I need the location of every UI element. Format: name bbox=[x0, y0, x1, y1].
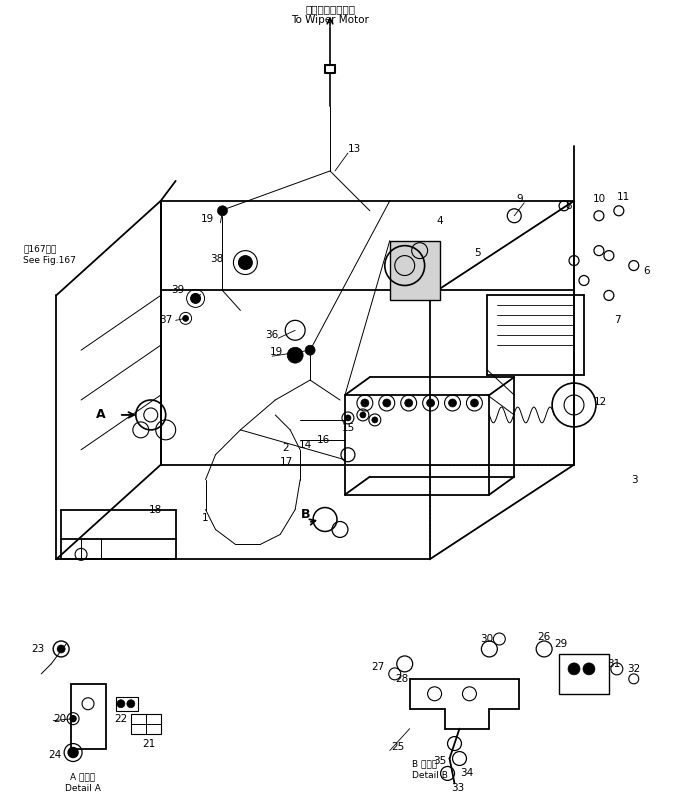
Text: 25: 25 bbox=[391, 742, 404, 751]
Circle shape bbox=[238, 255, 252, 270]
Text: 19: 19 bbox=[271, 347, 283, 357]
Circle shape bbox=[217, 206, 227, 216]
Text: 37: 37 bbox=[159, 315, 172, 326]
Circle shape bbox=[470, 399, 479, 407]
Text: 1: 1 bbox=[202, 513, 209, 522]
Text: 13: 13 bbox=[348, 144, 361, 154]
Text: A 詳細図: A 詳細図 bbox=[71, 772, 96, 781]
Text: 31: 31 bbox=[607, 659, 621, 669]
Text: Detail B: Detail B bbox=[412, 771, 448, 780]
Circle shape bbox=[383, 399, 391, 407]
Text: 12: 12 bbox=[594, 397, 607, 407]
Circle shape bbox=[305, 346, 315, 355]
Circle shape bbox=[427, 399, 435, 407]
Text: 29: 29 bbox=[555, 639, 568, 649]
Text: 5: 5 bbox=[474, 248, 481, 258]
Text: 22: 22 bbox=[114, 714, 127, 724]
Circle shape bbox=[117, 700, 125, 708]
Circle shape bbox=[372, 417, 378, 423]
Text: 26: 26 bbox=[538, 632, 551, 642]
Bar bbox=[116, 697, 138, 710]
Circle shape bbox=[583, 663, 595, 675]
Text: 図167参照: 図167参照 bbox=[24, 244, 57, 253]
Text: 20: 20 bbox=[53, 714, 67, 724]
Text: B 詳細図: B 詳細図 bbox=[412, 759, 437, 768]
Circle shape bbox=[127, 700, 135, 708]
Text: To Wiper Motor: To Wiper Motor bbox=[291, 14, 369, 25]
Text: 14: 14 bbox=[299, 440, 312, 450]
Circle shape bbox=[182, 315, 188, 322]
Circle shape bbox=[345, 415, 351, 421]
Text: 32: 32 bbox=[627, 664, 641, 674]
Text: 8: 8 bbox=[566, 201, 572, 211]
Circle shape bbox=[190, 294, 201, 303]
Text: 11: 11 bbox=[617, 192, 631, 202]
Circle shape bbox=[70, 716, 76, 722]
Text: 39: 39 bbox=[171, 286, 184, 295]
Text: 38: 38 bbox=[211, 254, 223, 263]
Text: 10: 10 bbox=[592, 194, 606, 204]
Text: 6: 6 bbox=[644, 266, 650, 275]
Text: 9: 9 bbox=[516, 194, 522, 204]
Text: 4: 4 bbox=[436, 216, 443, 226]
Text: 2: 2 bbox=[282, 443, 289, 453]
Circle shape bbox=[287, 347, 303, 363]
Text: 7: 7 bbox=[614, 315, 621, 326]
Text: 15: 15 bbox=[341, 423, 355, 433]
Circle shape bbox=[57, 645, 65, 653]
Circle shape bbox=[360, 412, 366, 418]
Text: 17: 17 bbox=[280, 457, 293, 466]
Bar bbox=[390, 241, 439, 301]
Bar bbox=[71, 684, 106, 749]
Text: Detail A: Detail A bbox=[65, 784, 101, 793]
Text: 19: 19 bbox=[201, 214, 214, 224]
Text: 36: 36 bbox=[266, 330, 279, 340]
Text: ワイパーモータヘ: ワイパーモータヘ bbox=[305, 5, 355, 14]
Bar bbox=[559, 654, 609, 694]
Bar bbox=[131, 714, 161, 734]
Text: 27: 27 bbox=[371, 662, 384, 672]
Text: 16: 16 bbox=[316, 435, 330, 445]
Text: 35: 35 bbox=[433, 755, 446, 766]
Text: 21: 21 bbox=[142, 738, 155, 749]
Text: A: A bbox=[96, 409, 106, 422]
Circle shape bbox=[448, 399, 456, 407]
Text: 33: 33 bbox=[451, 783, 464, 794]
Text: B: B bbox=[300, 508, 310, 521]
Circle shape bbox=[568, 663, 580, 675]
Text: See Fig.167: See Fig.167 bbox=[24, 256, 76, 265]
Circle shape bbox=[361, 399, 369, 407]
Text: 23: 23 bbox=[31, 644, 44, 654]
Text: 28: 28 bbox=[395, 674, 409, 684]
Text: 24: 24 bbox=[48, 750, 61, 759]
Text: 30: 30 bbox=[480, 634, 493, 644]
Text: 34: 34 bbox=[460, 769, 473, 778]
Text: 18: 18 bbox=[149, 505, 162, 514]
Text: 3: 3 bbox=[631, 474, 637, 485]
Circle shape bbox=[404, 399, 413, 407]
Circle shape bbox=[68, 747, 78, 758]
